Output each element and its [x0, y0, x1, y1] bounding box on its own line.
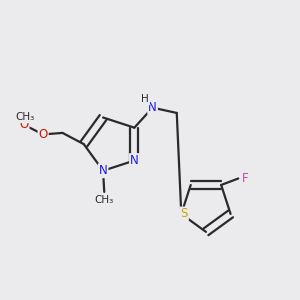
Text: F: F	[242, 172, 248, 185]
Text: CH₃: CH₃	[94, 195, 114, 205]
Text: O: O	[20, 118, 28, 130]
Text: N: N	[130, 154, 139, 167]
Text: N: N	[99, 164, 107, 177]
Text: O: O	[38, 128, 48, 141]
Text: CH₃: CH₃	[16, 112, 35, 122]
Text: N: N	[148, 101, 157, 114]
Text: H: H	[141, 94, 149, 104]
Text: S: S	[181, 208, 188, 220]
